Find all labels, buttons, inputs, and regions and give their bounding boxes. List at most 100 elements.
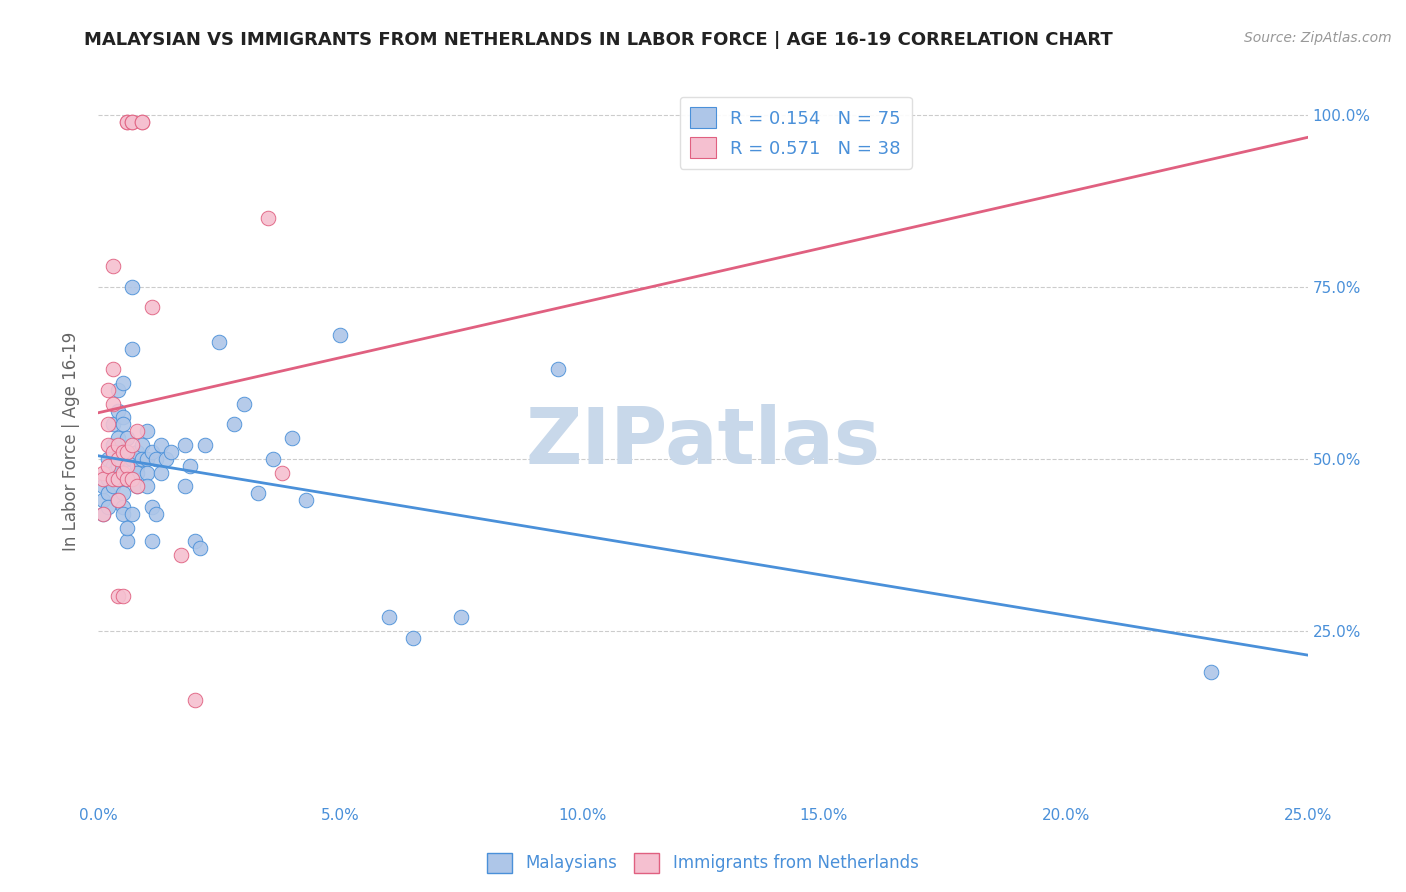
Point (135, 466, 157, 480)
Point (135, 479, 157, 493)
Point (107, 493, 129, 508)
Point (101, 472, 124, 486)
Point (121, 438, 143, 452)
Y-axis label: In Labor Force | Age 16-19: In Labor Force | Age 16-19 (62, 332, 80, 551)
Point (97, 486, 120, 500)
Point (117, 114, 139, 128)
Point (91, 466, 114, 480)
Point (141, 301, 163, 315)
Point (145, 451, 167, 466)
Point (117, 451, 139, 466)
Point (97, 451, 120, 466)
Point (131, 114, 153, 128)
Point (107, 590, 129, 604)
Point (117, 458, 139, 473)
Text: ZIPatlas: ZIPatlas (526, 403, 880, 480)
Point (184, 534, 207, 549)
Point (222, 417, 245, 432)
Point (329, 327, 352, 342)
Point (247, 486, 270, 500)
Point (107, 493, 129, 508)
Point (101, 259, 124, 273)
Point (91, 507, 114, 521)
Point (111, 410, 134, 425)
Point (141, 534, 163, 549)
Point (450, 610, 472, 624)
Point (117, 445, 139, 459)
Point (131, 451, 153, 466)
Point (117, 472, 139, 486)
Point (141, 500, 163, 514)
Point (174, 438, 197, 452)
Point (121, 342, 143, 356)
Point (107, 458, 129, 473)
Point (127, 458, 149, 473)
Point (127, 424, 149, 438)
Point (281, 431, 304, 445)
Point (117, 445, 139, 459)
Point (174, 479, 197, 493)
Point (117, 534, 139, 549)
Point (208, 334, 231, 349)
Point (121, 472, 143, 486)
Point (121, 279, 143, 293)
Point (117, 114, 139, 128)
Point (101, 466, 124, 480)
Point (101, 417, 124, 432)
Text: MALAYSIAN VS IMMIGRANTS FROM NETHERLANDS IN LABOR FORCE | AGE 16-19 CORRELATION : MALAYSIAN VS IMMIGRANTS FROM NETHERLANDS… (84, 31, 1114, 49)
Point (91, 479, 114, 493)
Point (135, 424, 157, 438)
Point (117, 431, 139, 445)
Point (121, 451, 143, 466)
Point (256, 211, 278, 225)
Point (111, 445, 134, 459)
Point (188, 541, 211, 556)
Point (194, 438, 217, 452)
Text: Source: ZipAtlas.com: Source: ZipAtlas.com (1244, 31, 1392, 45)
Point (1199, 665, 1222, 679)
Point (91, 493, 114, 508)
Point (127, 466, 149, 480)
Point (155, 451, 177, 466)
Legend: R = 0.154   N = 75, R = 0.571   N = 38: R = 0.154 N = 75, R = 0.571 N = 38 (679, 96, 911, 169)
Point (97, 438, 120, 452)
Point (97, 500, 120, 514)
Point (97, 472, 120, 486)
Point (111, 500, 134, 514)
Point (295, 493, 318, 508)
Point (121, 114, 143, 128)
Point (127, 479, 149, 493)
Point (271, 466, 294, 480)
Point (107, 403, 129, 417)
Point (97, 466, 120, 480)
Point (141, 445, 163, 459)
Point (121, 507, 143, 521)
Point (97, 458, 120, 473)
Point (111, 486, 134, 500)
Point (107, 438, 129, 452)
Point (101, 445, 124, 459)
Point (402, 631, 425, 645)
Point (127, 479, 149, 493)
Point (97, 417, 120, 432)
Point (232, 397, 254, 411)
Point (111, 507, 134, 521)
Point (150, 466, 173, 480)
Point (135, 451, 157, 466)
Point (107, 472, 129, 486)
Point (111, 590, 134, 604)
Point (101, 397, 124, 411)
Point (111, 376, 134, 390)
Point (262, 451, 284, 466)
Point (91, 507, 114, 521)
Point (111, 417, 134, 432)
Point (377, 610, 399, 624)
Point (101, 438, 124, 452)
Point (117, 472, 139, 486)
Point (145, 507, 167, 521)
Point (107, 431, 129, 445)
Point (150, 438, 173, 452)
Point (97, 383, 120, 397)
Point (101, 458, 124, 473)
Point (111, 466, 134, 480)
